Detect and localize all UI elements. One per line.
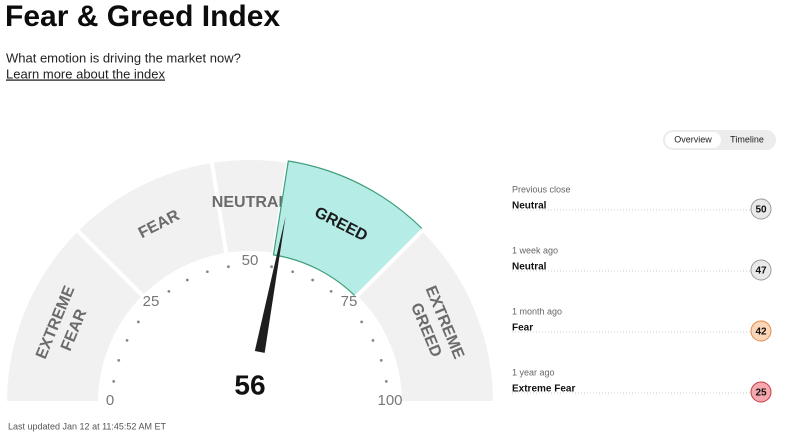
tick-dot: [205, 270, 209, 274]
history-badge: [750, 198, 772, 220]
tab-active-bg: [665, 132, 721, 148]
tick-dot: [329, 289, 333, 293]
tick-label: 50: [242, 252, 259, 269]
history-rating: Fear: [512, 323, 533, 334]
gauge: EXTREMEFEARFEARNEUTRALGREEDEXTREMEGREED0…: [2, 156, 498, 443]
tick-label: 25: [143, 293, 160, 310]
tick-dot: [311, 278, 315, 282]
footer: Last updated Jan 12 at 11:45:52 AM ET: [8, 421, 166, 431]
needle: [254, 216, 286, 353]
tick-dot: [117, 358, 121, 362]
center-disc: [200, 353, 300, 443]
title: Fear & Greed Index: [5, 0, 280, 33]
learn-more-link[interactable]: Learn more about the index: [6, 66, 165, 81]
tab[interactable]: Overview: [674, 134, 712, 144]
history: Previous close Neutral 50 1 week ago Neutral…: [512, 184, 772, 403]
gauge-value: 56: [234, 369, 265, 400]
gauge-segment: [353, 226, 498, 405]
tick-label: 0: [106, 392, 114, 409]
tick-dot: [125, 338, 129, 342]
history-rating: Neutral: [512, 201, 547, 212]
history-value: 42: [755, 327, 767, 338]
segment-label: NEUTRAL: [212, 194, 289, 211]
history-value: 47: [755, 266, 767, 277]
tick-dot: [360, 320, 364, 324]
tick-label: 75: [341, 293, 358, 310]
tick-dot: [167, 289, 171, 293]
history-value: 50: [755, 205, 767, 216]
history-period: 1 year ago: [512, 367, 555, 377]
tick-dot: [379, 358, 383, 362]
history-period: 1 month ago: [512, 306, 562, 316]
history-badge: [750, 259, 772, 281]
history-rating: Extreme Fear: [512, 384, 575, 395]
tick-label: 100: [377, 392, 402, 409]
history-rating: Neutral: [512, 262, 547, 273]
tick-dot: [227, 265, 230, 269]
history-badge: [750, 381, 772, 403]
tick-dot: [136, 320, 140, 324]
history-badge: [750, 320, 772, 342]
gauge-segment: [2, 226, 147, 405]
history-period: Previous close: [512, 184, 571, 194]
tick-dot: [185, 278, 189, 282]
tick-dot: [112, 380, 116, 383]
tick-dot: [270, 265, 273, 269]
tick-dot: [371, 338, 375, 342]
history-period: 1 week ago: [512, 245, 558, 255]
subtitle: What emotion is driving the market now?: [6, 50, 241, 65]
tick-dot: [384, 380, 388, 383]
tick-dot: [291, 270, 295, 274]
tab[interactable]: Timeline: [730, 134, 764, 144]
history-value: 25: [755, 388, 767, 399]
